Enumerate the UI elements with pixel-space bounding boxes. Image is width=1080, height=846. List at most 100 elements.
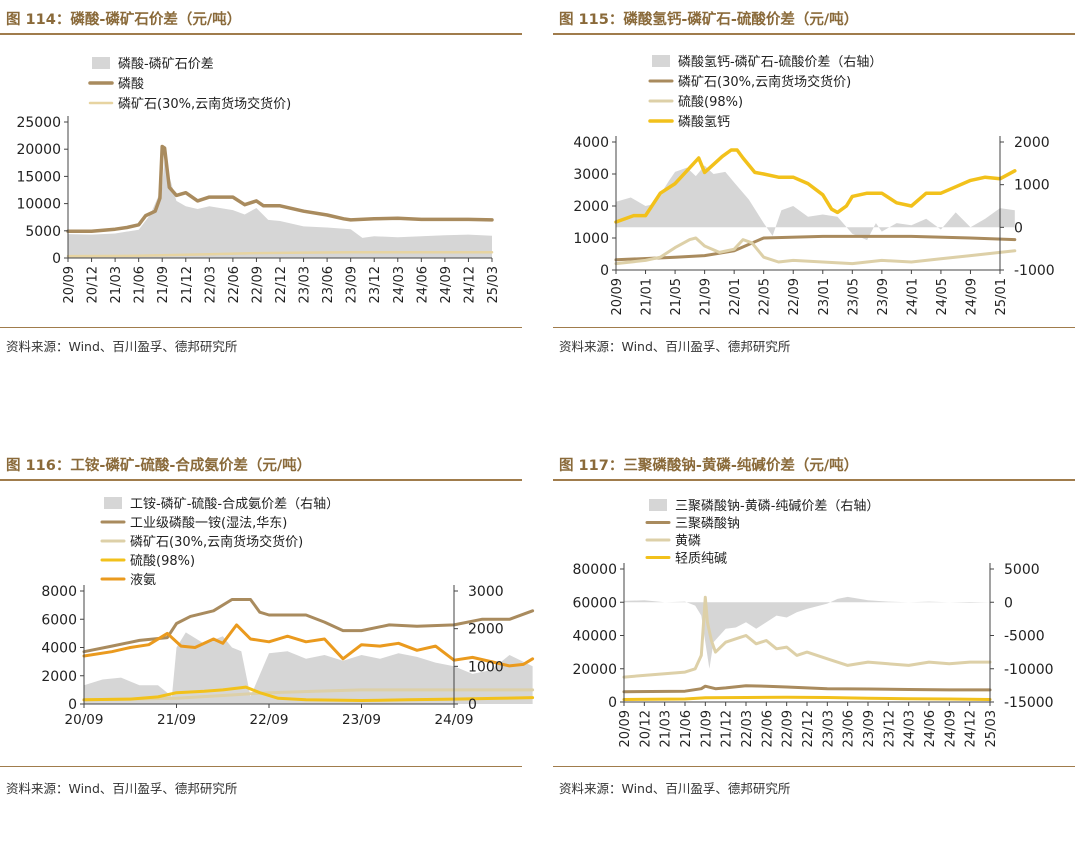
- series-line-2: [66, 251, 494, 258]
- y-right-tick-label: 1000: [1014, 178, 1050, 194]
- x-tick-label: 20/12: [86, 266, 101, 303]
- chart-svg: 0 5000 10000 15000 20000 25000 20/09 20/12 21/03…: [16, 57, 501, 303]
- y-right-tick-label: -1000: [1014, 263, 1055, 279]
- x-tick-label: 24/09: [435, 712, 474, 728]
- x-tick-label: 20/09: [62, 266, 77, 303]
- x-tick-label: 24/12: [462, 266, 477, 303]
- x-tick-label: 21/09: [699, 710, 714, 747]
- y-tick-label: 80000: [572, 562, 617, 578]
- y-tick-label: 6000: [41, 612, 77, 628]
- x-tick-label: 20/12: [638, 710, 653, 747]
- y-tick-label: 15000: [16, 169, 61, 185]
- y-right-tick-label: 3000: [468, 584, 504, 600]
- x-tick-label: 24/05: [935, 278, 950, 315]
- legend-label: 硫酸(98%): [678, 95, 743, 110]
- source-note: 资料来源：Wind、百川盈孚、德邦研究所: [6, 781, 238, 796]
- chart-title: 图 116：工铵-磷矿-硫酸-合成氨价差（元/吨）: [6, 458, 312, 474]
- x-tick-label: 20/09: [618, 710, 633, 747]
- x-tick-label: 23/09: [862, 710, 877, 747]
- series-line-1: [614, 234, 1017, 262]
- y-tick-label: 40000: [572, 629, 617, 645]
- x-tick-label: 25/03: [486, 266, 501, 303]
- x-tick-label: 23/06: [321, 266, 336, 303]
- legend-swatch: [92, 57, 110, 69]
- legend-label: 磷矿石(30%,云南货场交货价): [118, 96, 291, 112]
- x-tick-label: 22/01: [728, 278, 743, 315]
- x-tick-label: 23/01: [817, 278, 832, 315]
- source-rule: [0, 766, 522, 767]
- x-tick-label: 21/01: [640, 278, 655, 315]
- series-line-3: [82, 685, 535, 702]
- title-rule: [553, 33, 1075, 35]
- x-tick-label: 24/06: [923, 710, 938, 747]
- series-area-0: [616, 165, 1015, 241]
- y-tick-label: 1000: [573, 231, 609, 247]
- x-tick-label: 21/12: [180, 266, 195, 303]
- x-tick-label: 21/09: [156, 266, 171, 303]
- legend-label: 黄磷: [675, 534, 701, 549]
- x-tick-label: 25/01: [994, 278, 1009, 315]
- x-tick-label: 21/12: [720, 710, 735, 747]
- y-right-tick-label: 5000: [1004, 562, 1040, 578]
- x-tick-label: 20/09: [610, 278, 625, 315]
- legend-label: 液氨: [130, 573, 156, 588]
- series-line-1: [622, 684, 992, 694]
- x-tick-label: 23/12: [368, 266, 383, 303]
- series-area-0: [84, 632, 533, 704]
- legend-label: 工铵-磷矿-硫酸-合成氨价差（右轴）: [130, 497, 339, 512]
- source-note: 资料来源：Wind、百川盈孚、德邦研究所: [559, 781, 791, 796]
- y-tick-label: 0: [608, 695, 617, 711]
- title-rule: [0, 479, 522, 481]
- series-line-1: [82, 598, 535, 654]
- legend-label: 工业级磷酸一铵(湿法,华东): [130, 516, 287, 531]
- x-tick-label: 21/03: [659, 710, 674, 747]
- x-tick-label: 23/03: [821, 710, 836, 747]
- x-tick-label: 24/01: [905, 278, 920, 315]
- x-tick-label: 24/09: [439, 266, 454, 303]
- y-tick-label: 8000: [41, 584, 77, 600]
- legend-label: 磷酸氢钙: [678, 115, 730, 130]
- x-tick-label: 22/09: [787, 278, 802, 315]
- x-tick-label: 23/03: [298, 266, 313, 303]
- y-right-tick-label: 2000: [1014, 135, 1050, 151]
- series-line-2: [622, 595, 992, 679]
- legend-label: 磷矿石(30%,云南货场交货价): [678, 74, 851, 90]
- x-tick-label: 24/09: [943, 710, 958, 747]
- chart-panel-114: 图 114：磷酸-磷矿石价差（元/吨） 0 5000 10000 15000 20000…: [0, 0, 522, 400]
- legend-label: 磷酸-磷矿石价差: [118, 57, 214, 72]
- legend-label: 磷矿石(30%,云南货场交货价): [130, 534, 303, 550]
- x-tick-label: 21/03: [109, 266, 124, 303]
- series-line-3: [622, 695, 992, 701]
- y-right-tick-label: -10000: [1004, 662, 1054, 678]
- y-tick-label: 0: [52, 251, 61, 267]
- series-line-2: [614, 236, 1017, 266]
- x-tick-label: 20/09: [65, 712, 104, 728]
- x-tick-label: 23/05: [846, 278, 861, 315]
- x-tick-label: 23/09: [876, 278, 891, 315]
- source-rule: [553, 327, 1075, 328]
- legend-swatch: [104, 497, 122, 509]
- y-tick-label: 20000: [572, 662, 617, 678]
- chart-panel-116: 图 116：工铵-磷矿-硫酸-合成氨价差（元/吨） 0 2000 4000 6000 8…: [0, 446, 535, 846]
- x-tick-label: 23/06: [842, 710, 857, 747]
- x-tick-label: 22/05: [758, 278, 773, 315]
- y-right-tick-label: 0: [1004, 595, 1013, 611]
- y-right-tick-label: 0: [468, 697, 477, 713]
- x-tick-label: 22/12: [274, 266, 289, 303]
- series-line-4: [82, 623, 535, 668]
- x-tick-label: 23/09: [345, 266, 360, 303]
- chart-svg: 0 2000 4000 6000 8000 0 1000 2000 3000 20/09 21/09…: [41, 497, 535, 728]
- x-tick-label: 21/06: [133, 266, 148, 303]
- chart-title: 图 114：磷酸-磷矿石价差（元/吨）: [6, 12, 242, 28]
- legend-label: 硫酸(98%): [130, 554, 195, 569]
- chart-panel-115: 图 115：磷酸氢钙-磷矿石-硫酸价差（元/吨） 0 1000 2000 3000 40…: [553, 0, 1075, 400]
- y-tick-label: 2000: [573, 199, 609, 215]
- series-line-2: [82, 688, 535, 702]
- y-tick-label: 25000: [16, 115, 61, 131]
- y-tick-label: 4000: [41, 641, 77, 657]
- y-right-tick-label: 0: [1014, 220, 1023, 236]
- legend-label: 三聚磷酸钠-黄磷-纯碱价差（右轴）: [675, 499, 879, 514]
- legend-label: 磷酸氢钙-磷矿石-硫酸价差（右轴）: [678, 55, 882, 70]
- legend-label: 三聚磷酸钠: [675, 517, 740, 532]
- y-right-tick-label: -15000: [1004, 695, 1054, 711]
